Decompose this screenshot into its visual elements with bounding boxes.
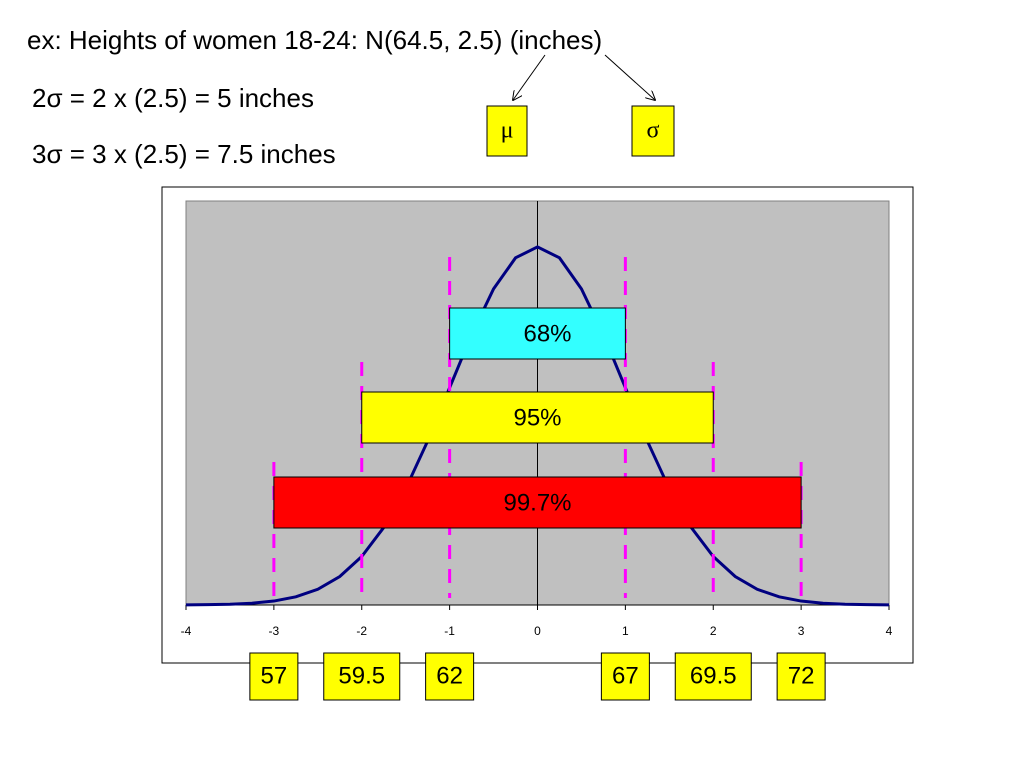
arrow xyxy=(604,54,655,100)
symbol-box xyxy=(486,105,528,157)
interval-label: 68% xyxy=(523,320,571,347)
x-tick-label: 0 xyxy=(534,624,541,638)
x-tick-label: 1 xyxy=(622,624,629,638)
heading: ex: Heights of women 18-24: N(64.5, 2.5)… xyxy=(27,25,602,55)
x-tick-label: 2 xyxy=(710,624,717,638)
x-tick-label: -1 xyxy=(444,624,455,638)
height-box xyxy=(674,652,752,701)
curve xyxy=(185,245,890,607)
x-tick-label: -2 xyxy=(356,624,367,638)
height-box xyxy=(600,652,650,701)
height-label: 72 xyxy=(788,662,815,689)
sigma-line: 2σ = 2 x (2.5) = 5 inches xyxy=(32,83,314,113)
x-tick-label: 3 xyxy=(798,624,805,638)
interval-band xyxy=(273,476,802,529)
x-tick-label: -3 xyxy=(269,624,280,638)
arrow xyxy=(513,54,546,100)
height-label: 57 xyxy=(261,662,288,689)
height-label: 69.5 xyxy=(690,662,737,689)
height-label: 59.5 xyxy=(338,662,385,689)
symbol-box xyxy=(631,105,675,157)
symbol: σ xyxy=(647,118,660,144)
interval-label: 95% xyxy=(513,404,561,431)
height-label: 62 xyxy=(436,662,463,689)
height-box xyxy=(249,652,299,701)
x-tick-label: 4 xyxy=(886,624,893,638)
sigma-line: 3σ = 3 x (2.5) = 7.5 inches xyxy=(32,139,336,169)
interval-label: 99.7% xyxy=(503,489,571,516)
height-box xyxy=(323,652,401,701)
height-label: 67 xyxy=(612,662,639,689)
symbol: μ xyxy=(501,118,514,144)
interval-band xyxy=(449,307,626,360)
x-tick-label: -4 xyxy=(181,624,192,638)
height-box xyxy=(425,652,475,701)
interval-band xyxy=(361,391,714,444)
height-box xyxy=(776,652,826,701)
